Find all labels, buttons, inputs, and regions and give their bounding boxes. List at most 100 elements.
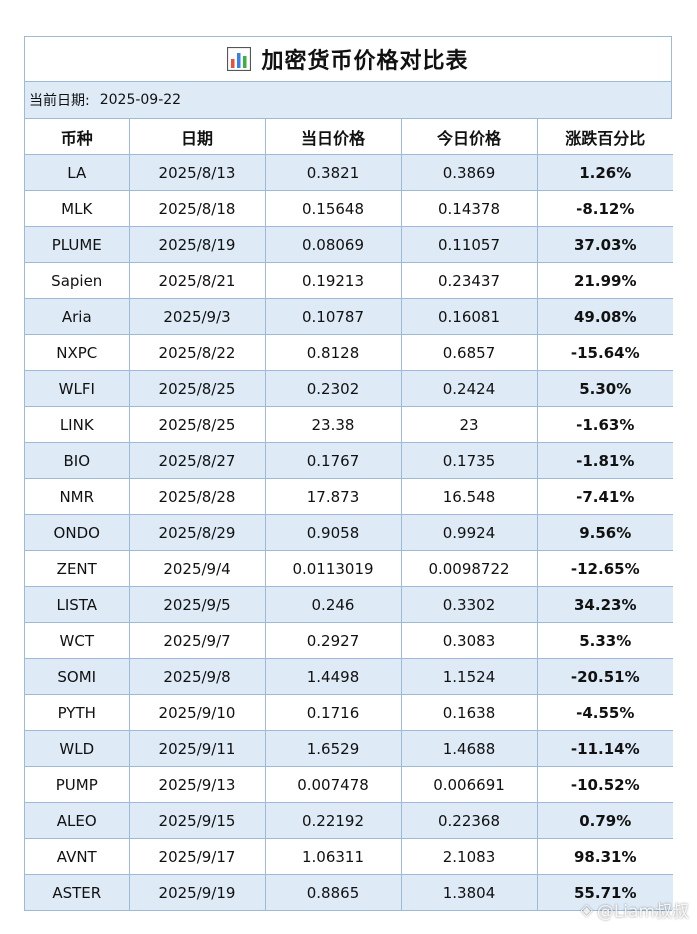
today-price-cell: 0.2424: [401, 371, 537, 407]
date-cell: 2025/9/7: [129, 623, 265, 659]
day-price-cell: 0.246: [265, 587, 401, 623]
change-cell: -20.51%: [537, 659, 673, 695]
change-cell: 5.33%: [537, 623, 673, 659]
change-cell: -11.14%: [537, 731, 673, 767]
coin-cell: LA: [25, 155, 129, 191]
table-row: ZENT 2025/9/4 0.0113019 0.0098722 -12.65%: [25, 551, 673, 587]
today-price-cell: 0.23437: [401, 263, 537, 299]
data-table: 币种 日期 当日价格 今日价格 涨跌百分比 LA 2025/8/13 0.3821 0…: [25, 119, 673, 910]
day-price-cell: 23.38: [265, 407, 401, 443]
date-cell: 2025/8/19: [129, 227, 265, 263]
date-cell: 2025/9/17: [129, 839, 265, 875]
coin-cell: Sapien: [25, 263, 129, 299]
change-cell: -8.12%: [537, 191, 673, 227]
change-cell: 34.23%: [537, 587, 673, 623]
column-header-coin: 币种: [25, 119, 129, 155]
coin-cell: LINK: [25, 407, 129, 443]
today-price-cell: 2.1083: [401, 839, 537, 875]
current-date-bar: 当前日期: 2025-09-22: [25, 82, 671, 119]
day-price-cell: 0.8128: [265, 335, 401, 371]
coin-cell: AVNT: [25, 839, 129, 875]
change-cell: 5.30%: [537, 371, 673, 407]
today-price-cell: 0.6857: [401, 335, 537, 371]
date-cell: 2025/8/28: [129, 479, 265, 515]
date-cell: 2025/9/4: [129, 551, 265, 587]
change-cell: -15.64%: [537, 335, 673, 371]
date-value: 2025-09-22: [100, 92, 181, 108]
coin-cell: PLUME: [25, 227, 129, 263]
today-price-cell: 0.14378: [401, 191, 537, 227]
today-price-cell: 0.11057: [401, 227, 537, 263]
watermark-text: @Liam叔叔: [597, 897, 689, 922]
change-cell: 98.31%: [537, 839, 673, 875]
day-price-cell: 17.873: [265, 479, 401, 515]
today-price-cell: 0.1735: [401, 443, 537, 479]
date-cell: 2025/9/13: [129, 767, 265, 803]
table-row: ALEO 2025/9/15 0.22192 0.22368 0.79%: [25, 803, 673, 839]
table-row: Aria 2025/9/3 0.10787 0.16081 49.08%: [25, 299, 673, 335]
today-price-cell: 16.548: [401, 479, 537, 515]
date-cell: 2025/8/22: [129, 335, 265, 371]
today-price-cell: 0.22368: [401, 803, 537, 839]
header-row: 币种 日期 当日价格 今日价格 涨跌百分比: [25, 119, 673, 155]
today-price-cell: 0.9924: [401, 515, 537, 551]
day-price-cell: 0.2302: [265, 371, 401, 407]
date-cell: 2025/9/3: [129, 299, 265, 335]
today-price-cell: 0.1638: [401, 695, 537, 731]
today-price-cell: 0.3869: [401, 155, 537, 191]
table-row: ONDO 2025/8/29 0.9058 0.9924 9.56%: [25, 515, 673, 551]
date-cell: 2025/9/19: [129, 875, 265, 911]
title-bar: 加密货币价格对比表: [25, 37, 671, 82]
change-cell: 9.56%: [537, 515, 673, 551]
day-price-cell: 1.6529: [265, 731, 401, 767]
coin-cell: WLFI: [25, 371, 129, 407]
change-cell: -12.65%: [537, 551, 673, 587]
day-price-cell: 0.15648: [265, 191, 401, 227]
date-cell: 2025/8/21: [129, 263, 265, 299]
today-price-cell: 0.3083: [401, 623, 537, 659]
day-price-cell: 0.10787: [265, 299, 401, 335]
today-price-cell: 0.3302: [401, 587, 537, 623]
today-price-cell: 1.4688: [401, 731, 537, 767]
date-cell: 2025/9/10: [129, 695, 265, 731]
day-price-cell: 1.06311: [265, 839, 401, 875]
coin-cell: ZENT: [25, 551, 129, 587]
day-price-cell: 0.1767: [265, 443, 401, 479]
day-price-cell: 0.0113019: [265, 551, 401, 587]
table-row: LA 2025/8/13 0.3821 0.3869 1.26%: [25, 155, 673, 191]
date-cell: 2025/8/25: [129, 407, 265, 443]
date-cell: 2025/9/11: [129, 731, 265, 767]
coin-cell: ASTER: [25, 875, 129, 911]
table-row: PUMP 2025/9/13 0.007478 0.006691 -10.52%: [25, 767, 673, 803]
coin-cell: WLD: [25, 731, 129, 767]
table-row: NMR 2025/8/28 17.873 16.548 -7.41%: [25, 479, 673, 515]
price-comparison-table: 加密货币价格对比表 当前日期: 2025-09-22 币种 日期 当日价格 今日…: [24, 36, 672, 911]
day-price-cell: 0.08069: [265, 227, 401, 263]
coin-cell: SOMI: [25, 659, 129, 695]
change-cell: 1.26%: [537, 155, 673, 191]
table-row: Sapien 2025/8/21 0.19213 0.23437 21.99%: [25, 263, 673, 299]
today-price-cell: 1.3804: [401, 875, 537, 911]
day-price-cell: 0.22192: [265, 803, 401, 839]
date-cell: 2025/8/13: [129, 155, 265, 191]
day-price-cell: 1.4498: [265, 659, 401, 695]
day-price-cell: 0.1716: [265, 695, 401, 731]
today-price-cell: 0.0098722: [401, 551, 537, 587]
day-price-cell: 0.8865: [265, 875, 401, 911]
day-price-cell: 0.3821: [265, 155, 401, 191]
table-row: MLK 2025/8/18 0.15648 0.14378 -8.12%: [25, 191, 673, 227]
table-row: ASTER 2025/9/19 0.8865 1.3804 55.71%: [25, 875, 673, 911]
page-title: 加密货币价格对比表: [261, 43, 468, 75]
diamond-logo-icon: ◈: [581, 900, 593, 919]
table-row: WCT 2025/9/7 0.2927 0.3083 5.33%: [25, 623, 673, 659]
change-cell: 37.03%: [537, 227, 673, 263]
change-cell: 21.99%: [537, 263, 673, 299]
coin-cell: NXPC: [25, 335, 129, 371]
day-price-cell: 0.9058: [265, 515, 401, 551]
change-cell: -7.41%: [537, 479, 673, 515]
table-row: SOMI 2025/9/8 1.4498 1.1524 -20.51%: [25, 659, 673, 695]
table-body: LA 2025/8/13 0.3821 0.3869 1.26% MLK 2025/8/18…: [25, 155, 673, 911]
column-header-date: 日期: [129, 119, 265, 155]
date-cell: 2025/9/5: [129, 587, 265, 623]
table-row: LISTA 2025/9/5 0.246 0.3302 34.23%: [25, 587, 673, 623]
